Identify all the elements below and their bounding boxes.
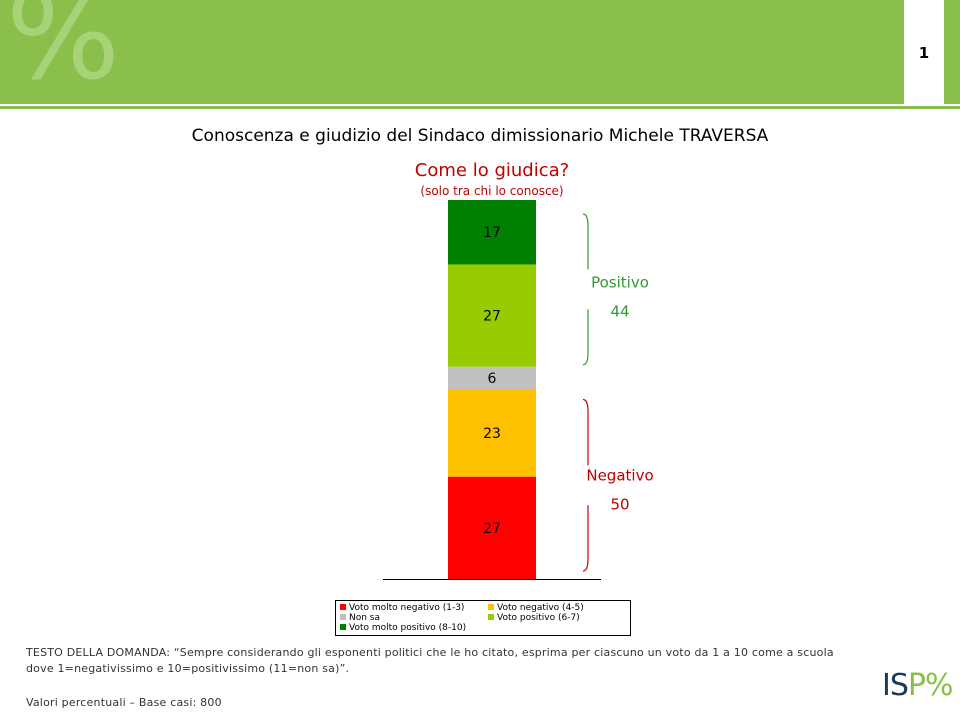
question-text: TESTO DELLA DOMANDA: “Sempre considerand… (26, 646, 834, 675)
bar-segment-4 (448, 200, 536, 265)
positive-bracket (582, 213, 589, 366)
bar-segment-1 (448, 389, 536, 477)
legend-swatch (340, 624, 346, 630)
negative-group-value: 50 (610, 495, 629, 513)
bar-segment-0 (448, 476, 536, 579)
main-title: Conoscenza e giudizio del Sindaco dimiss… (191, 126, 769, 146)
legend-item-molto-negativo: Voto molto negativo (1-3) (340, 603, 464, 613)
legend-item-molto-positivo: Voto molto positivo (8-10) (340, 623, 466, 633)
logo-text: IS (882, 668, 909, 703)
bar-value-label-3: 27 (483, 309, 501, 325)
legend-label: Voto negativo (4-5) (497, 603, 584, 613)
bar-value-label-2: 6 (488, 371, 497, 387)
positive-group-label: Positivo (591, 273, 649, 291)
bar-value-label-4: 17 (483, 225, 501, 241)
positive-group-value: 44 (610, 302, 629, 320)
bar-segment-3 (448, 264, 536, 367)
header-banner-right (944, 0, 960, 104)
percent-watermark-icon: % (6, 0, 121, 107)
legend-label: Voto positivo (6-7) (497, 613, 580, 623)
legend-item-negativo: Voto negativo (4-5) (488, 603, 584, 613)
bar-value-label-1: 23 (483, 426, 501, 442)
chart-subtitle: (solo tra chi lo conosce) (420, 184, 564, 198)
chart-title: Come lo giudica? (414, 160, 570, 181)
stacked-bar-chart: 27 23 6 27 17 Positivo 44 Negativo 50 (383, 200, 654, 580)
legend-swatch (340, 604, 346, 610)
legend-label: Voto molto positivo (8-10) (349, 623, 467, 633)
legend-label: Non sa (349, 613, 381, 623)
chart-legend: Voto molto negativo (1-3) Voto negativo … (335, 600, 631, 636)
legend-swatch (340, 614, 346, 620)
header-divider (0, 106, 960, 109)
negative-bracket (582, 398, 589, 572)
bar-value-label-0: 27 (483, 521, 501, 537)
ispo-logo: ISP% (882, 668, 953, 703)
negative-group-label: Negativo (586, 466, 653, 484)
header-banner: % (0, 0, 904, 104)
legend-label: Voto molto negativo (1-3) (349, 603, 465, 613)
legend-swatch (488, 614, 494, 620)
page-number: 1 (918, 44, 930, 62)
bar-segment-2 (448, 366, 536, 390)
legend-swatch (488, 604, 494, 610)
legend-item-positivo: Voto positivo (6-7) (488, 613, 580, 623)
logo-accent: P% (907, 668, 954, 703)
base-text: Valori percentuali – Base casi: 800 (26, 696, 222, 709)
legend-item-non-sa: Non sa (340, 613, 380, 623)
